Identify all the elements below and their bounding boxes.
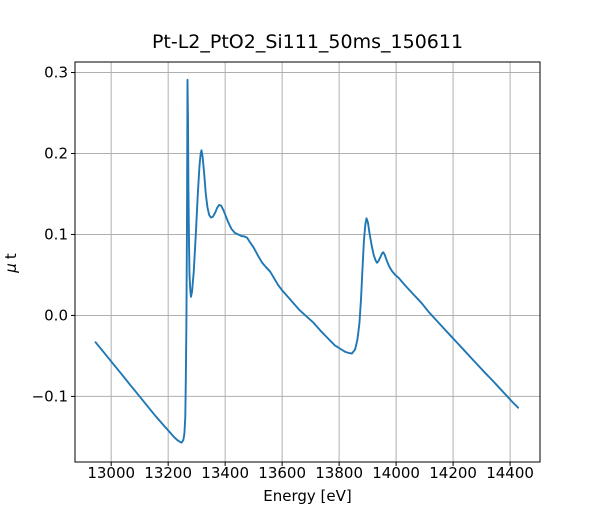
x-tick-label: 14400: [486, 464, 534, 482]
axes-spines: [74, 61, 541, 463]
data-line: [94, 78, 520, 444]
y-tick-label: 0.1: [44, 225, 68, 243]
x-tick-label: 13800: [315, 464, 363, 482]
x-tick-label: 13000: [87, 464, 135, 482]
x-tick-label: 13200: [144, 464, 192, 482]
y-tick-label: 0.0: [44, 306, 68, 324]
y-tick-label: 0.2: [44, 144, 68, 162]
x-tick-label: 14200: [429, 464, 477, 482]
y-tick-label: 0.3: [44, 64, 68, 82]
x-tick-label: 13600: [258, 464, 306, 482]
y-tick-label: −0.1: [32, 387, 68, 405]
x-tick-label: 14000: [372, 464, 420, 482]
x-axis-label: Energy [eV]: [263, 487, 352, 505]
chart-title: Pt-L2_PtO2_Si111_50ms_150611: [151, 31, 464, 53]
x-tick-label: 13400: [201, 464, 249, 482]
